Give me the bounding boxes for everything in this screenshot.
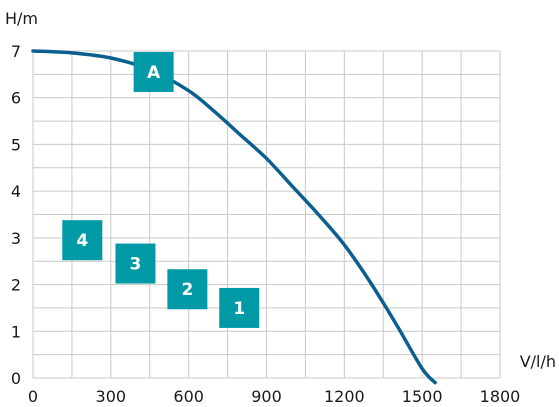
x-tick-label: 600 [173, 387, 204, 406]
marker-label: 3 [130, 255, 142, 275]
x-axis-label: V/l/h [520, 352, 556, 371]
x-tick-label: 300 [96, 387, 127, 406]
y-tick-label: 0 [11, 369, 21, 388]
marker-1: 1 [219, 287, 260, 328]
y-tick-label: 2 [11, 276, 21, 295]
x-tick-label: 0 [28, 387, 38, 406]
y-tick-label: 3 [11, 229, 21, 248]
x-tick-label: 1800 [480, 387, 521, 406]
marker-label: A [147, 63, 161, 83]
x-axis-ticks: 0 300 600 900 1200 1500 1800 [28, 387, 520, 406]
marker-label: 4 [76, 231, 88, 251]
x-tick-label: 900 [251, 387, 282, 406]
pump-curve-line [31, 49, 437, 385]
grid [32, 50, 501, 379]
y-axis-ticks: 0 1 2 3 4 5 6 7 [11, 42, 21, 388]
y-tick-label: 5 [11, 135, 21, 154]
marker-box [115, 243, 156, 284]
y-axis-label: H/m [5, 9, 38, 28]
marker-box [219, 287, 260, 328]
marker-4: 4 [62, 220, 103, 261]
series [31, 49, 437, 385]
marker-box [62, 220, 103, 261]
y-tick-label: 1 [11, 322, 21, 341]
marker-label: 2 [181, 280, 193, 300]
y-tick-label: 4 [11, 182, 21, 201]
x-tick-label: 1200 [324, 387, 365, 406]
x-tick-label: 1500 [402, 387, 443, 406]
marker-3: 3 [115, 243, 156, 284]
y-tick-label: 6 [11, 89, 21, 108]
marker-A: A [133, 52, 174, 93]
y-tick-label: 7 [11, 42, 21, 61]
marker-2: 2 [167, 269, 208, 310]
marker-label: 1 [233, 299, 245, 319]
marker-box [167, 269, 208, 310]
markers: A 4 3 2 1 [62, 52, 260, 328]
marker-box [133, 52, 174, 93]
